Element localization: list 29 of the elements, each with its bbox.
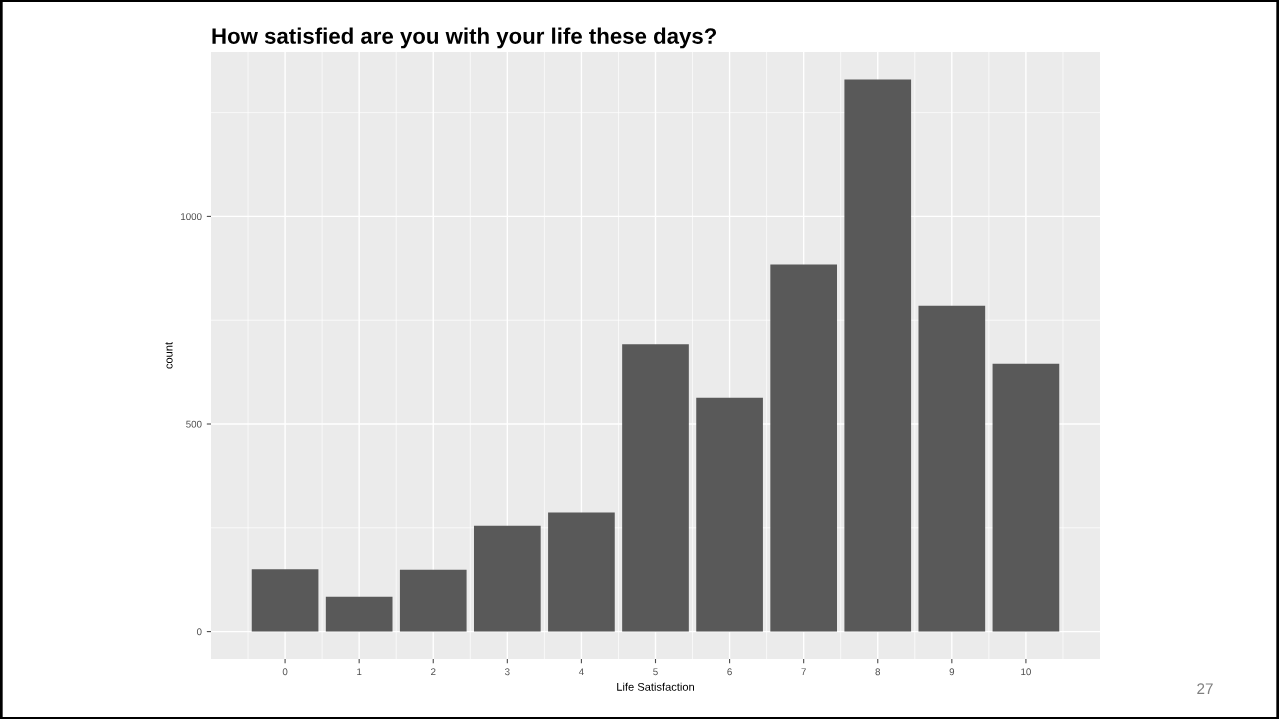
bar [251, 569, 319, 632]
y-axis-title: count [165, 341, 173, 369]
x-tick-label: 10 [1021, 668, 1031, 676]
x-tick-label: 4 [578, 668, 584, 676]
text: 27 [1197, 683, 1213, 694]
bar [474, 525, 541, 632]
bar [548, 512, 615, 632]
y-tick-label: 1000 [181, 213, 202, 221]
bar [622, 344, 689, 632]
x-tick-label: 1 [357, 668, 362, 676]
bar [918, 305, 986, 632]
bar [399, 569, 467, 632]
bar [992, 363, 1060, 632]
bar [325, 596, 393, 632]
x-tick-label: 6 [727, 668, 732, 676]
x-tick-label: 3 [505, 668, 510, 676]
bar [844, 79, 912, 632]
bar [696, 397, 763, 632]
x-axis-title: Life Satisfaction [617, 682, 694, 691]
x-tick-label: 8 [875, 668, 881, 676]
x-tick-label: 5 [653, 668, 658, 676]
y-tick-label: 500 [186, 420, 202, 428]
bar [770, 264, 837, 632]
chart-title: How satisfied are you with your life these days? [212, 27, 717, 49]
x-tick-label: 7 [801, 668, 806, 676]
x-tick-label: 2 [431, 668, 436, 676]
x-tick-label: 9 [949, 668, 955, 676]
y-tick-label: 0 [196, 628, 202, 636]
x-tick-label: 0 [282, 668, 288, 676]
